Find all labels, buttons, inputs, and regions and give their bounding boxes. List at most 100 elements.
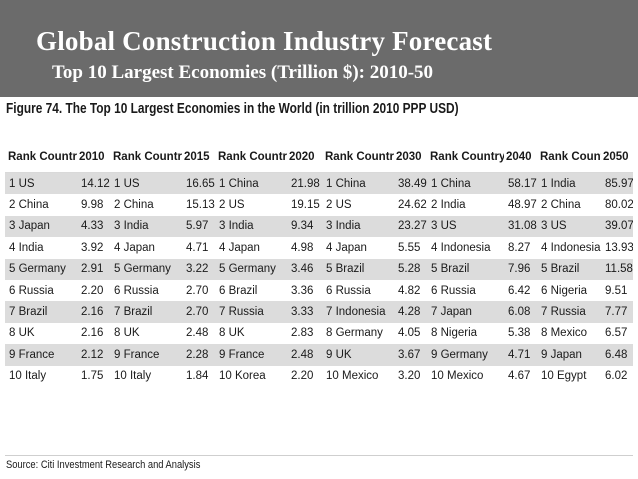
rank-country-cell: 3 US bbox=[537, 215, 601, 238]
rank-country-cell: 9 UK bbox=[322, 344, 394, 366]
value-cell: 6.02 bbox=[601, 365, 633, 387]
rank-country-cell: 4 Indonesia bbox=[427, 237, 504, 259]
value-cell: 80.02 bbox=[601, 194, 633, 216]
table-row: 10 Italy 1.75 10 Italy 1.84 10 Korea 2.20 10 M… bbox=[5, 365, 633, 387]
value-cell: 8.27 bbox=[504, 237, 537, 259]
rank-country-cell: 6 Russia bbox=[427, 279, 504, 302]
rank-country-cell: 4 Japan bbox=[110, 237, 182, 259]
value-cell: 2.70 bbox=[182, 301, 215, 323]
value-cell: 2.16 bbox=[77, 301, 110, 323]
value-cell: 23.27 bbox=[394, 215, 427, 238]
value-cell: 4.98 bbox=[287, 237, 322, 259]
rank-country-cell: 10 Korea bbox=[215, 365, 287, 387]
rank-country-cell: 3 India bbox=[322, 215, 394, 238]
rank-country-cell: 9 France bbox=[110, 344, 182, 366]
rank-country-cell: 1 US bbox=[5, 172, 77, 195]
rank-country-cell: 10 Mexico bbox=[427, 365, 504, 387]
rank-country-cell: 9 Germany bbox=[427, 344, 504, 366]
value-cell: 4.67 bbox=[504, 365, 537, 387]
value-cell: 4.05 bbox=[394, 322, 427, 345]
rank-country-cell: 3 US bbox=[427, 215, 504, 238]
value-cell: 16.65 bbox=[182, 172, 215, 195]
table-row: 1 US 14.12 1 US 16.65 1 China 21.98 1 China 38.… bbox=[5, 172, 633, 195]
rank-country-cell: 4 Japan bbox=[322, 237, 394, 259]
value-cell: 5.28 bbox=[394, 258, 427, 280]
table-row: 2 China 9.98 2 China 15.13 2 US 19.15 2 US 24.6… bbox=[5, 194, 633, 216]
value-cell: 58.17 bbox=[504, 172, 537, 195]
value-cell: 2.83 bbox=[287, 322, 322, 345]
source-divider bbox=[5, 455, 633, 456]
rank-country-cell: 2 China bbox=[110, 194, 182, 216]
rank-country-cell: 9 Japan bbox=[537, 344, 601, 366]
value-cell: 3.33 bbox=[287, 301, 322, 323]
value-cell: 3.92 bbox=[77, 237, 110, 259]
table-body: 1 US 14.12 1 US 16.65 1 China 21.98 1 China 38.… bbox=[5, 172, 633, 387]
value-cell: 24.62 bbox=[394, 194, 427, 216]
table-row: 8 UK 2.16 8 UK 2.48 8 UK 2.83 8 Germany 4.05 8 N… bbox=[5, 322, 633, 345]
value-cell: 21.98 bbox=[287, 172, 322, 195]
value-cell: 4.71 bbox=[182, 237, 215, 259]
rank-country-cell: 7 Indonesia bbox=[322, 301, 394, 323]
value-cell: 1.75 bbox=[77, 365, 110, 387]
rank-country-cell: 10 Egypt bbox=[537, 365, 601, 387]
column-header-year: 2020 bbox=[287, 142, 322, 173]
value-cell: 6.08 bbox=[504, 301, 537, 323]
rank-country-cell: 6 Brazil bbox=[215, 279, 287, 302]
value-cell: 6.42 bbox=[504, 279, 537, 302]
slide-header: Global Construction Industry Forecast To… bbox=[0, 0, 638, 97]
column-header-year: 2015 bbox=[182, 142, 215, 173]
rank-country-cell: 8 UK bbox=[215, 322, 287, 345]
table-row: 4 India 3.92 4 Japan 4.71 4 Japan 4.98 4 Japan… bbox=[5, 237, 633, 259]
value-cell: 3.22 bbox=[182, 258, 215, 280]
column-header-rank-country: Rank Country bbox=[5, 142, 77, 173]
rank-country-cell: 3 India bbox=[110, 215, 182, 238]
value-cell: 9.98 bbox=[77, 194, 110, 216]
rank-country-cell: 2 US bbox=[215, 194, 287, 216]
rank-country-cell: 8 Mexico bbox=[537, 322, 601, 345]
economies-table-container: Rank Country 2010 Rank Country 2015 Rank Cou… bbox=[5, 142, 638, 387]
rank-country-cell: 7 Japan bbox=[427, 301, 504, 323]
value-cell: 2.12 bbox=[77, 344, 110, 366]
slide-title: Global Construction Industry Forecast bbox=[36, 26, 493, 56]
value-cell: 39.07 bbox=[601, 215, 633, 238]
value-cell: 5.55 bbox=[394, 237, 427, 259]
table-row: 3 Japan 4.33 3 India 5.97 3 India 9.34 3 India… bbox=[5, 215, 633, 238]
rank-country-cell: 8 Germany bbox=[322, 322, 394, 345]
rank-country-cell: 2 India bbox=[427, 194, 504, 216]
value-cell: 31.08 bbox=[504, 215, 537, 238]
value-cell: 6.48 bbox=[601, 344, 633, 366]
rank-country-cell: 9 France bbox=[215, 344, 287, 366]
column-header-rank-country: Rank Country bbox=[215, 142, 287, 173]
rank-country-cell: 6 Russia bbox=[5, 279, 77, 302]
rank-country-cell: 5 Brazil bbox=[537, 258, 601, 280]
value-cell: 7.77 bbox=[601, 301, 633, 323]
value-cell: 7.96 bbox=[504, 258, 537, 280]
rank-country-cell: 8 UK bbox=[5, 322, 77, 345]
figure-source: Source: Citi Investment Research and Ana… bbox=[6, 459, 201, 471]
rank-country-cell: 7 Brazil bbox=[5, 301, 77, 323]
column-header-rank-country: Rank Country bbox=[110, 142, 182, 173]
value-cell: 4.33 bbox=[77, 215, 110, 238]
rank-country-cell: 7 Russia bbox=[537, 301, 601, 323]
rank-country-cell: 2 US bbox=[322, 194, 394, 216]
column-header-year: 2010 bbox=[77, 142, 110, 173]
value-cell: 13.93 bbox=[601, 237, 633, 259]
value-cell: 2.48 bbox=[182, 322, 215, 345]
value-cell: 2.28 bbox=[182, 344, 215, 366]
value-cell: 3.36 bbox=[287, 279, 322, 302]
figure-caption: Figure 74. The Top 10 Largest Economies … bbox=[6, 101, 459, 117]
value-cell: 4.71 bbox=[504, 344, 537, 366]
rank-country-cell: 9 France bbox=[5, 344, 77, 366]
value-cell: 15.13 bbox=[182, 194, 215, 216]
rank-country-cell: 2 China bbox=[5, 194, 77, 216]
value-cell: 2.91 bbox=[77, 258, 110, 280]
column-header-rank-country: Rank Country bbox=[427, 142, 504, 173]
rank-country-cell: 5 Brazil bbox=[322, 258, 394, 280]
value-cell: 2.70 bbox=[182, 279, 215, 302]
rank-country-cell: 10 Italy bbox=[5, 365, 77, 387]
rank-country-cell: 6 Russia bbox=[322, 279, 394, 302]
rank-country-cell: 1 US bbox=[110, 172, 182, 195]
rank-country-cell: 6 Russia bbox=[110, 279, 182, 302]
value-cell: 5.97 bbox=[182, 215, 215, 238]
value-cell: 3.67 bbox=[394, 344, 427, 366]
